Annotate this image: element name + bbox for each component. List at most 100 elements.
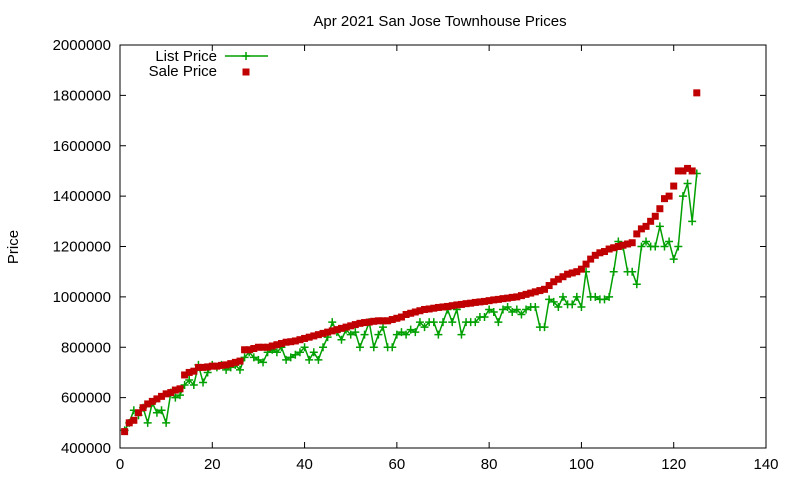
- list-price-point: [457, 330, 466, 339]
- y-tick-label: 400000: [61, 440, 111, 457]
- list-price-point: [568, 300, 577, 309]
- sale-price-point: [393, 314, 401, 322]
- sale-price-point: [130, 416, 138, 424]
- list-price-point: [434, 330, 443, 339]
- sale-price-point: [208, 362, 216, 370]
- sale-price-point: [541, 285, 549, 293]
- list-price-point: [637, 242, 646, 251]
- x-tick-label: 20: [204, 456, 221, 473]
- sale-price-point: [278, 339, 285, 347]
- x-axis: 0 20 40 60 80 100 120 140: [116, 45, 779, 473]
- sale-price-point: [471, 298, 479, 306]
- sale-price-point: [656, 205, 664, 213]
- y-axis: 400000 600000 800000 1000000 1200000 1400000 1…: [53, 37, 766, 457]
- list-price-point: [180, 381, 189, 390]
- sale-price-point: [167, 389, 175, 397]
- list-price-point: [605, 292, 614, 301]
- sale-price-point: [314, 331, 322, 339]
- sale-price-point: [333, 326, 341, 334]
- list-price-point: [591, 292, 600, 301]
- list-price-point: [508, 307, 517, 316]
- sale-price-point: [421, 305, 429, 313]
- sale-price-point: [688, 167, 696, 175]
- sale-price-point: [287, 338, 295, 346]
- sale-price-point: [679, 167, 687, 175]
- list-price-point: [337, 335, 346, 344]
- list-price-point: [540, 323, 549, 332]
- sale-price-point: [319, 329, 327, 337]
- sale-price-point: [430, 304, 438, 312]
- legend-label-sale-price: Sale Price: [149, 63, 217, 80]
- sale-price-point: [693, 89, 701, 97]
- list-price-point: [175, 391, 184, 400]
- sale-price-point: [351, 321, 359, 329]
- sale-price-point: [282, 338, 290, 346]
- list-price-point: [392, 330, 401, 339]
- sale-price-point: [568, 269, 576, 277]
- list-price-point: [346, 330, 355, 339]
- list-price-point: [554, 302, 563, 311]
- list-price-point: [351, 328, 360, 337]
- list-price-point: [674, 242, 683, 251]
- sale-price-point: [416, 307, 424, 315]
- sale-price-point: [259, 343, 267, 351]
- sale-price-point: [605, 245, 613, 253]
- x-tick-label: 60: [389, 456, 406, 473]
- list-price-point: [439, 318, 447, 327]
- list-price-point: [411, 328, 420, 337]
- list-price-point: [259, 358, 268, 367]
- list-price-point: [517, 310, 526, 319]
- list-price-point: [249, 353, 258, 362]
- sale-price-point: [158, 392, 166, 400]
- x-tick-label: 80: [481, 456, 498, 473]
- list-price-point: [319, 343, 328, 352]
- list-price-point: [282, 355, 291, 364]
- list-price-point: [152, 408, 161, 417]
- y-tick-label: 1600000: [53, 138, 111, 155]
- sale-price-point: [559, 273, 567, 281]
- sale-price-point: [296, 336, 304, 344]
- sale-price-point: [444, 302, 452, 310]
- list-price-point: [254, 355, 263, 364]
- sale-price-point: [370, 317, 378, 325]
- list-price-point: [665, 237, 674, 246]
- list-price-point: [157, 406, 166, 415]
- sale-price-point: [633, 230, 641, 238]
- legend-label-list-price: List Price: [155, 48, 217, 65]
- sale-price-point: [190, 367, 198, 375]
- list-price-series: [120, 169, 701, 435]
- list-price-point: [374, 330, 383, 339]
- list-price-point: [489, 307, 498, 316]
- list-price-point: [429, 318, 438, 327]
- y-tick-label: 1200000: [53, 239, 111, 256]
- sale-price-point: [536, 287, 544, 295]
- sale-price-point: [411, 308, 419, 316]
- sale-price-point: [305, 333, 313, 341]
- y-tick-label: 1000000: [53, 289, 111, 306]
- sale-price-point: [213, 362, 221, 370]
- sale-price-point: [485, 297, 493, 305]
- sale-price-point: [222, 361, 230, 369]
- sale-price-point: [176, 385, 184, 393]
- sale-price-series: [121, 89, 701, 436]
- sale-price-point: [121, 428, 129, 436]
- list-price-point: [558, 292, 567, 301]
- list-price-point: [628, 267, 637, 276]
- sale-price-point: [550, 278, 558, 286]
- legend-marker-sale-price: [242, 68, 250, 76]
- list-price-point: [189, 381, 198, 390]
- sale-price-point: [185, 368, 193, 376]
- y-tick-label: 800000: [61, 339, 111, 356]
- sale-price-point: [162, 390, 170, 398]
- x-tick-label: 100: [569, 456, 594, 473]
- sale-price-point: [425, 305, 433, 313]
- list-price-point: [360, 330, 369, 339]
- y-tick-label: 1800000: [53, 87, 111, 104]
- sale-price-point: [361, 319, 369, 327]
- list-price-point: [498, 305, 507, 314]
- sale-price-point: [153, 395, 161, 403]
- list-price-point: [494, 318, 503, 327]
- list-price-point: [471, 318, 480, 327]
- list-price-point: [388, 343, 397, 352]
